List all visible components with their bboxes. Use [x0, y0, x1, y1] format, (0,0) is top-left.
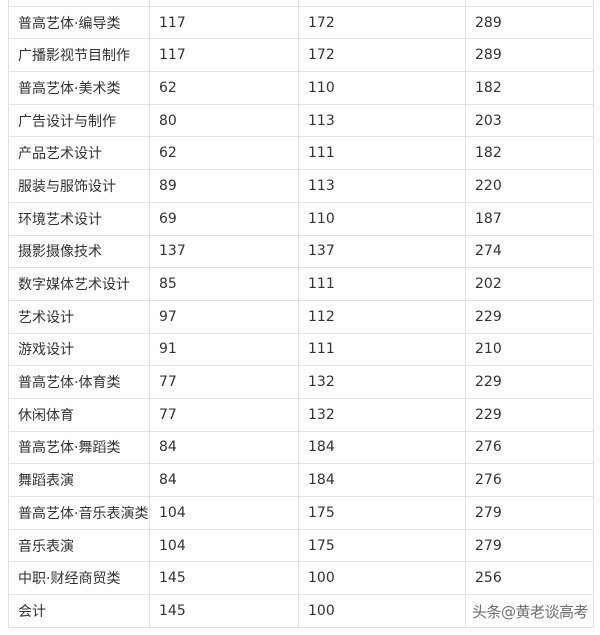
table-row: 音乐表演 104 175 279	[8, 528, 594, 563]
score-cell-2: 111	[298, 136, 466, 171]
total-cell: 289	[465, 5, 594, 40]
table-row: 产品艺术设计 62 111 182	[8, 136, 594, 171]
watermark: 头条@黄老谈高考	[471, 603, 589, 621]
table-row: 广告设计与制作 80 113 203	[8, 103, 594, 138]
total-cell: 276	[465, 463, 594, 497]
total-cell: 256	[465, 561, 594, 596]
score-cell-2: 175	[298, 528, 466, 563]
major-cell: 会计	[8, 594, 150, 628]
score-cell-1: 145	[149, 594, 299, 628]
major-cell: 音乐表演	[8, 528, 150, 563]
total-cell: 202	[465, 267, 594, 301]
major-cell: 数字媒体艺术设计	[8, 267, 150, 301]
table-row: 普高艺体·音乐表演类 104 175 279	[8, 496, 594, 530]
total-cell: 229	[465, 299, 594, 334]
score-cell-2: 113	[298, 103, 466, 138]
score-cell-2: 184	[298, 430, 466, 465]
major-cell: 中职·财经商贸类	[8, 561, 150, 596]
major-cell: 游戏设计	[8, 332, 150, 367]
major-cell: 普高艺体·音乐表演类	[8, 496, 150, 530]
table-row: 广播影视节目制作 117 172 289	[8, 38, 594, 73]
score-cell-2: 111	[298, 267, 466, 301]
score-cell-1: 145	[149, 561, 299, 596]
total-cell: 187	[465, 201, 594, 236]
table-row: 艺术设计 97 112 229	[8, 299, 594, 334]
score-cell-1: 77	[149, 397, 299, 432]
score-cell-2: 110	[298, 71, 466, 105]
score-cell-2: 100	[298, 594, 466, 628]
total-cell: 279	[465, 496, 594, 530]
total-cell: 182	[465, 71, 594, 105]
score-cell-1: 80	[149, 103, 299, 138]
score-cell-1: 137	[149, 234, 299, 269]
major-cell: 摄影摄像技术	[8, 234, 150, 269]
table-row: 服装与服饰设计 89 113 220	[8, 169, 594, 203]
major-cell: 普高艺体·编导类	[8, 5, 150, 40]
table-row: 环境艺术设计 69 110 187	[8, 201, 594, 236]
major-cell: 产品艺术设计	[8, 136, 150, 171]
table-row: 普高艺体·美术类 62 110 182	[8, 71, 594, 105]
score-cell-1: 104	[149, 496, 299, 530]
total-cell: 229	[465, 397, 594, 432]
major-cell: 广告设计与制作	[8, 103, 150, 138]
score-cell-2: 110	[298, 201, 466, 236]
score-cell-1: 117	[149, 38, 299, 73]
major-cell: 休闲体育	[8, 397, 150, 432]
table-row: 休闲体育 77 132 229	[8, 397, 594, 432]
total-cell: 276	[465, 430, 594, 465]
table-row: 普高艺体·舞蹈类 84 184 276	[8, 430, 594, 465]
score-cell-1: 117	[149, 5, 299, 40]
table-row: 游戏设计 91 111 210	[8, 332, 594, 367]
score-cell-2: 184	[298, 463, 466, 497]
total-cell: 289	[465, 38, 594, 73]
score-table: 普高艺体·编导类 117 172 289 广播影视节目制作 117 172 289 普高艺体·美…	[8, 0, 594, 628]
score-cell-2: 172	[298, 38, 466, 73]
total-cell	[465, 594, 594, 628]
table-row: 数字媒体艺术设计 85 111 202	[8, 267, 594, 301]
score-cell-2: 113	[298, 169, 466, 203]
major-cell: 服装与服饰设计	[8, 169, 150, 203]
score-cell-2: 132	[298, 397, 466, 432]
total-cell: 203	[465, 103, 594, 138]
score-cell-2: 137	[298, 234, 466, 269]
score-cell-2: 172	[298, 5, 466, 40]
score-cell-2: 132	[298, 365, 466, 399]
major-cell: 环境艺术设计	[8, 201, 150, 236]
table-row: 舞蹈表演 84 184 276	[8, 463, 594, 497]
score-cell-2: 175	[298, 496, 466, 530]
score-cell-1: 62	[149, 71, 299, 105]
table-body: 普高艺体·编导类 117 172 289 广播影视节目制作 117 172 289 普高艺体·美…	[8, 0, 594, 628]
total-cell: 182	[465, 136, 594, 171]
major-cell: 广播影视节目制作	[8, 38, 150, 73]
score-cell-2: 111	[298, 332, 466, 367]
score-cell-1: 91	[149, 332, 299, 367]
score-cell-1: 84	[149, 463, 299, 497]
major-cell: 艺术设计	[8, 299, 150, 334]
score-cell-1: 62	[149, 136, 299, 171]
total-cell: 274	[465, 234, 594, 269]
total-cell: 279	[465, 528, 594, 563]
major-cell: 普高艺体·舞蹈类	[8, 430, 150, 465]
major-cell: 普高艺体·美术类	[8, 71, 150, 105]
table-row: 会计 145 100	[8, 594, 594, 628]
score-cell-1: 97	[149, 299, 299, 334]
table-row: 中职·财经商贸类 145 100 256	[8, 561, 594, 596]
score-cell-2: 100	[298, 561, 466, 596]
score-cell-2: 112	[298, 299, 466, 334]
score-cell-1: 89	[149, 169, 299, 203]
total-cell: 229	[465, 365, 594, 399]
score-cell-1: 77	[149, 365, 299, 399]
score-cell-1: 85	[149, 267, 299, 301]
table-row: 摄影摄像技术 137 137 274	[8, 234, 594, 269]
table-row: 普高艺体·体育类 77 132 229	[8, 365, 594, 399]
score-cell-1: 104	[149, 528, 299, 563]
major-cell: 普高艺体·体育类	[8, 365, 150, 399]
major-cell: 舞蹈表演	[8, 463, 150, 497]
total-cell: 220	[465, 169, 594, 203]
score-cell-1: 84	[149, 430, 299, 465]
total-cell: 210	[465, 332, 594, 367]
table-row: 普高艺体·编导类 117 172 289	[8, 5, 594, 40]
score-cell-1: 69	[149, 201, 299, 236]
